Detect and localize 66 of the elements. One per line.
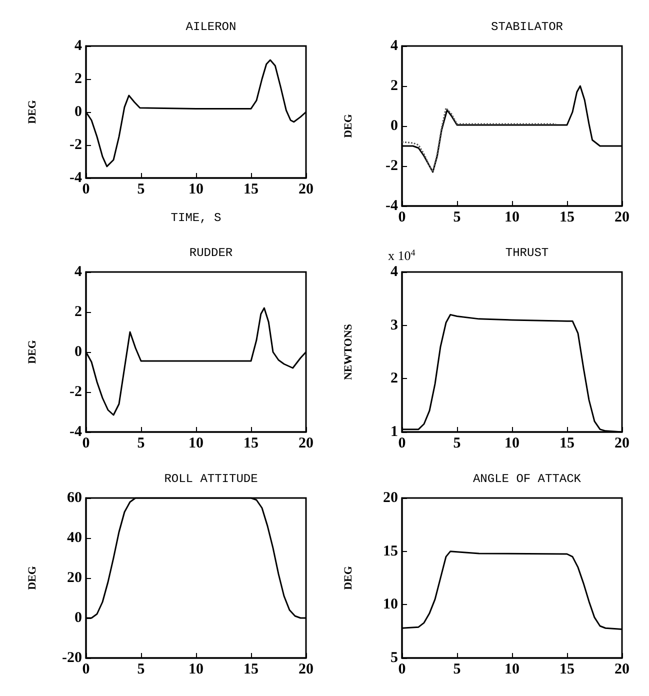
y-tick-label: -2 (386, 158, 398, 174)
y-tick-label: 4 (390, 264, 398, 280)
y-tick-label: 10 (383, 596, 398, 613)
chart-title: ROLL ATTITUDE (164, 472, 258, 486)
y-tick-label: 5 (390, 650, 398, 666)
y-tick-label: -20 (62, 650, 82, 666)
x-tick-label: 10 (504, 210, 520, 226)
y-tick-label: -4 (386, 198, 398, 214)
x-tick-label: 5 (137, 182, 145, 198)
x-tick-label: 10 (188, 182, 204, 198)
x-tick-label: 20 (298, 182, 314, 198)
x-tick-label: 20 (614, 662, 630, 678)
chart-title: ANGLE OF ATTACK (472, 472, 582, 486)
x-tick-label: 20 (298, 436, 314, 452)
y-tick-label: 3 (390, 317, 398, 334)
x-tick-label: 15 (560, 436, 574, 452)
line-series (401, 107, 557, 173)
y-tick-label: 2 (74, 304, 82, 320)
y-tick-label: -4 (70, 170, 82, 186)
x-tick-label: 5 (453, 210, 461, 226)
x-tick-label: 10 (504, 436, 520, 452)
y-tick-label: 4 (390, 38, 398, 54)
x-tick-label: 5 (453, 436, 461, 452)
y-axis-title: DEG (26, 340, 38, 364)
x-tick-label: 15 (244, 436, 258, 452)
y-tick-label: -4 (70, 424, 82, 440)
y-axis-title: DEG (26, 100, 38, 124)
y-axis-title: DEG (342, 566, 354, 590)
x-tick-label: 5 (137, 662, 145, 678)
x-tick-label: 15 (560, 662, 574, 678)
x-tick-label: 10 (188, 662, 204, 678)
x-tick-label: 15 (244, 662, 258, 678)
y-axis-title: DEG (26, 566, 38, 590)
x-tick-label: 15 (244, 182, 258, 198)
chart-title: STABILATOR (490, 20, 564, 34)
x-tick-label: 5 (453, 662, 461, 678)
y-tick-label: 0 (74, 344, 82, 360)
x-tick-label: 10 (504, 662, 520, 678)
x-tick-label: 15 (560, 210, 574, 226)
y-tick-label: 0 (390, 118, 398, 134)
y-tick-label: 1 (390, 424, 398, 440)
y-tick-label: -2 (70, 384, 82, 400)
x-tick-label: 20 (298, 662, 314, 678)
chart-title: AILERON (186, 20, 236, 34)
chart-title: RUDDER (189, 246, 233, 260)
y-axis-title: NEWTONS (342, 324, 354, 380)
y-tick-label: 0 (74, 104, 82, 120)
chart-title: THRUST (505, 246, 549, 260)
x-tick-label: 10 (188, 436, 204, 452)
x-tick-label: 20 (614, 210, 630, 226)
y-tick-label: 20 (67, 570, 82, 586)
y-tick-label: 2 (74, 71, 82, 87)
y-axis-title: DEG (342, 114, 354, 138)
y-tick-label: 60 (67, 490, 82, 506)
y-tick-label: 20 (383, 490, 398, 506)
x-tick-label: 20 (614, 436, 630, 452)
y-tick-label: 15 (383, 543, 398, 560)
x-tick-label: 5 (137, 436, 145, 452)
y-tick-label: 2 (390, 78, 398, 94)
x-axis-title: TIME, S (170, 211, 222, 225)
y-tick-label: 2 (390, 370, 398, 387)
y-tick-label: 4 (74, 38, 82, 54)
y-tick-label: -2 (70, 137, 82, 153)
y-tick-label: 4 (74, 264, 82, 280)
y-tick-label: 40 (67, 530, 82, 546)
y-tick-label: 0 (74, 610, 82, 626)
